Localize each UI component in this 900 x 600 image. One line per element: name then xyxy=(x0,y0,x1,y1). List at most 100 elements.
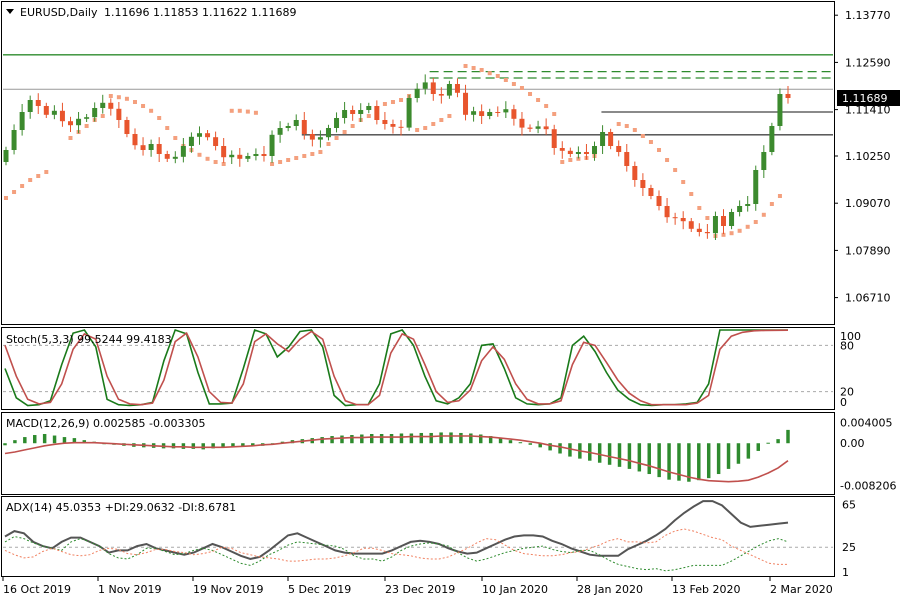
candle-body-70 xyxy=(567,150,573,154)
candle-body-55 xyxy=(446,84,452,96)
candle-body-59 xyxy=(479,111,485,116)
candle-body-94 xyxy=(761,152,767,170)
macd-bar-7 xyxy=(72,438,77,444)
sar-dot-55 xyxy=(479,68,484,72)
candle-body-25 xyxy=(205,133,211,138)
candle-body-91 xyxy=(737,206,743,212)
macd-bar-62 xyxy=(617,443,622,467)
sar-dot-18 xyxy=(165,126,170,130)
candle-body-41 xyxy=(334,118,340,128)
candle-body-15 xyxy=(124,120,130,134)
candle-body-67 xyxy=(543,126,549,130)
candle-body-37 xyxy=(301,120,307,134)
sar-dot-39 xyxy=(342,130,347,134)
sar-dot-16 xyxy=(149,108,154,113)
stoch-tick-label-1: 80 xyxy=(840,339,854,352)
sar-dot-72 xyxy=(632,128,637,132)
adx-tick-label-2: 1 xyxy=(842,566,849,579)
stoch-tick-label-0: 100 xyxy=(840,330,861,343)
stoch-panel-frame xyxy=(1,327,835,410)
sar-dot-23 xyxy=(205,156,210,161)
macd-bar-65 xyxy=(647,443,651,475)
sar-dot-57 xyxy=(495,74,500,78)
price-axis: 1.13770 1.12590 1.11410 1.10250 1.09070 1.078… xyxy=(834,9,900,305)
macd-bar-69 xyxy=(687,443,691,482)
macd-bar-79 xyxy=(786,429,790,444)
macd-bar-32 xyxy=(320,437,324,444)
sar-dot-35 xyxy=(310,152,315,156)
candle-body-73 xyxy=(592,146,598,154)
sar-dot-63 xyxy=(544,104,549,108)
sar-dot-67 xyxy=(576,156,581,161)
sar-dot-54 xyxy=(471,66,476,70)
candle-body-80 xyxy=(648,188,654,196)
candle-body-89 xyxy=(721,216,727,226)
adx-tick-label-1: 25 xyxy=(842,541,856,554)
sar-dot-51 xyxy=(439,118,444,122)
sar-dot-8 xyxy=(84,124,89,128)
sar-dot-25 xyxy=(221,162,226,166)
adx-title: ADX(14) 45.0353 +DI:29.0632 -DI:8.6781 xyxy=(6,501,236,514)
sar-dot-80 xyxy=(697,206,702,210)
sar-dot-10 xyxy=(100,114,105,118)
sar-dot-27 xyxy=(237,108,242,113)
candle-body-28 xyxy=(229,154,235,158)
candle-body-68 xyxy=(551,129,557,148)
candle-body-66 xyxy=(535,126,541,129)
candle-body-12 xyxy=(100,102,106,108)
candle-body-85 xyxy=(688,221,694,229)
macd-bar-57 xyxy=(568,443,572,457)
macd-bar-25 xyxy=(251,443,255,447)
macd-bar-47 xyxy=(469,433,473,444)
macd-bar-70 xyxy=(697,443,701,481)
date-tick-label-8: 2 Mar 2020 xyxy=(770,583,833,596)
macd-bar-42 xyxy=(419,432,424,444)
candle-body-72 xyxy=(583,152,589,154)
macd-bar-56 xyxy=(558,443,562,454)
macd-bar-35 xyxy=(350,435,354,444)
macd-bar-24 xyxy=(241,443,245,447)
sar-dot-46 xyxy=(399,98,404,102)
candle-body-44 xyxy=(358,110,364,114)
sar-dot-52 xyxy=(447,114,452,118)
sar-dot-87 xyxy=(753,220,758,224)
sar-dot-64 xyxy=(552,112,557,116)
candle-body-77 xyxy=(624,152,630,166)
macd-bar-0 xyxy=(3,443,7,446)
candle-body-26 xyxy=(213,137,219,146)
sar-dot-14 xyxy=(132,100,137,104)
candle-body-14 xyxy=(116,108,122,120)
macd-bar-41 xyxy=(409,433,414,444)
candle-body-93 xyxy=(753,170,759,204)
candle-body-56 xyxy=(454,84,460,93)
sar-dot-15 xyxy=(141,104,146,108)
candle-body-86 xyxy=(696,228,702,232)
sar-dot-78 xyxy=(681,180,686,184)
macd-bar-38 xyxy=(379,433,384,444)
price-tick-label-5: 1.07890 xyxy=(845,244,891,257)
macd-bar-67 xyxy=(667,443,671,480)
candle-body-71 xyxy=(575,152,581,154)
sar-dot-17 xyxy=(157,116,162,120)
macd-bar-6 xyxy=(62,437,67,444)
sar-dot-71 xyxy=(624,124,629,128)
candle-body-83 xyxy=(672,217,678,219)
macd-tick-label-1: 0.00 xyxy=(840,437,865,450)
sar-dot-77 xyxy=(673,168,678,172)
di-plus-line xyxy=(4,535,789,572)
candle-body-34 xyxy=(277,128,283,135)
candle-body-11 xyxy=(92,108,98,118)
macd-bar-49 xyxy=(488,436,493,444)
sar-dot-40 xyxy=(350,124,355,128)
sar-dot-30 xyxy=(270,162,275,166)
macd-bar-71 xyxy=(706,443,711,479)
candle-body-76 xyxy=(616,146,622,152)
sar-dot-56 xyxy=(487,71,492,76)
candle-body-18 xyxy=(148,144,154,150)
macd-bar-34 xyxy=(340,435,344,444)
symbol-dropdown-icon[interactable] xyxy=(6,9,14,14)
macd-bar-51 xyxy=(508,440,513,444)
candle-body-92 xyxy=(745,204,751,206)
candle-body-79 xyxy=(640,180,646,188)
